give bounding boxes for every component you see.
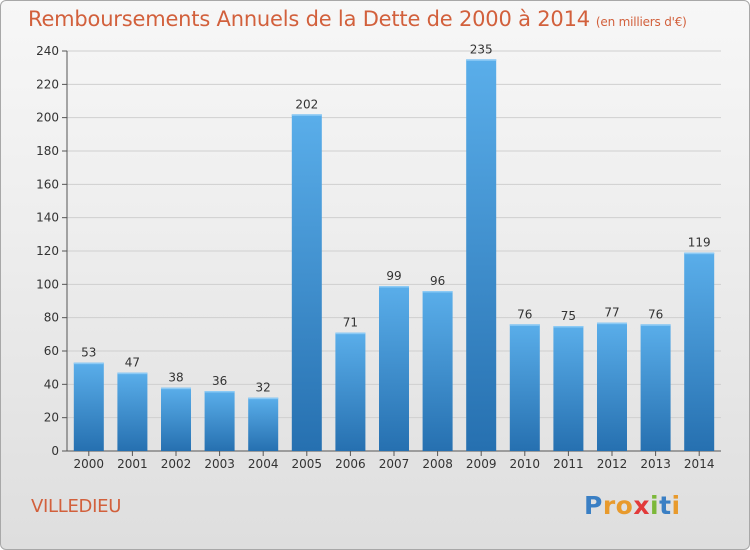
bar-2014 bbox=[684, 252, 715, 451]
y-tick-label: 240 bbox=[36, 44, 59, 58]
data-label: 75 bbox=[561, 309, 576, 323]
bar-2000 bbox=[73, 362, 104, 451]
bar-top-edge bbox=[597, 322, 627, 325]
data-label: 235 bbox=[470, 42, 493, 56]
x-tick-label: 2003 bbox=[204, 457, 235, 471]
chart-title-text: Remboursements Annuels de la Dette de 20… bbox=[28, 7, 590, 31]
data-label: 53 bbox=[81, 346, 96, 360]
logo-letter: o bbox=[615, 491, 634, 520]
x-tick-label: 2000 bbox=[74, 457, 105, 471]
x-tick-label: 2002 bbox=[161, 457, 192, 471]
bar-top-edge bbox=[684, 252, 715, 255]
y-tick-label: 80 bbox=[44, 311, 59, 325]
bar-2007 bbox=[379, 286, 409, 451]
y-tick-label: 40 bbox=[44, 377, 59, 391]
data-label: 99 bbox=[386, 269, 401, 283]
bars bbox=[73, 59, 715, 451]
data-label: 96 bbox=[430, 274, 445, 288]
bar-2004 bbox=[248, 397, 279, 451]
logo-letter: P bbox=[584, 491, 603, 520]
y-tick-label: 60 bbox=[44, 344, 59, 358]
axes: 0 20 40 60 80 100 120 140 160 180 200 220 240 2000 200… bbox=[36, 44, 721, 471]
bar-2010 bbox=[509, 324, 540, 451]
y-tick-label: 20 bbox=[44, 411, 59, 425]
bar-top-edge bbox=[509, 324, 540, 326]
chart-unit: (en milliers d'€) bbox=[595, 15, 687, 29]
data-label: 36 bbox=[212, 374, 227, 388]
bar-2002 bbox=[161, 387, 191, 451]
bar-top-edge bbox=[248, 397, 279, 400]
bar-2003 bbox=[204, 391, 235, 451]
y-tick-label: 200 bbox=[36, 111, 59, 125]
data-label: 119 bbox=[688, 236, 711, 250]
bar-top-edge bbox=[117, 372, 148, 375]
y-tick-label: 100 bbox=[36, 277, 59, 291]
x-tick-label: 2005 bbox=[292, 457, 323, 471]
logo-letter: r bbox=[602, 491, 616, 520]
x-tick-label: 2001 bbox=[117, 457, 148, 471]
bar-2001 bbox=[117, 372, 148, 451]
data-label: 76 bbox=[517, 307, 532, 321]
x-tick-label: 2004 bbox=[248, 457, 279, 471]
y-tick-label: 0 bbox=[51, 444, 59, 458]
bar-top-edge bbox=[73, 362, 104, 365]
logo-letter: x bbox=[633, 491, 650, 520]
bar-top-edge bbox=[161, 387, 191, 390]
y-tick-label: 220 bbox=[36, 77, 59, 91]
bar-top-edge bbox=[422, 291, 453, 293]
bar-top-edge bbox=[291, 114, 322, 116]
bar-top-edge bbox=[466, 59, 497, 61]
data-label: 71 bbox=[343, 316, 358, 330]
data-label: 38 bbox=[168, 371, 183, 385]
bar-top-edge bbox=[553, 326, 584, 328]
logo-letter: t bbox=[659, 491, 672, 520]
data-label: 47 bbox=[125, 356, 140, 370]
x-tick-label: 2010 bbox=[510, 457, 541, 471]
bar-2009 bbox=[466, 59, 497, 451]
data-label: 202 bbox=[295, 97, 318, 111]
logo-letter: i bbox=[671, 491, 681, 520]
x-tick-label: 2014 bbox=[684, 457, 715, 471]
x-tick-label: 2009 bbox=[466, 457, 497, 471]
x-tick-label: 2008 bbox=[422, 457, 453, 471]
logo-letter: i bbox=[650, 491, 660, 520]
labels: 53 47 38 36 32 202 71 99 96 235 76 75 77 76 119 bbox=[81, 42, 710, 394]
bar-2006 bbox=[335, 332, 366, 451]
bar-2011 bbox=[553, 326, 584, 451]
chart-title: Remboursements Annuels de la Dette de 20… bbox=[28, 7, 687, 31]
data-label: 77 bbox=[604, 306, 619, 320]
bar-top-edge bbox=[204, 391, 235, 393]
bar-top-edge bbox=[335, 332, 366, 335]
bar-2008 bbox=[422, 291, 453, 451]
x-tick-label: 2011 bbox=[553, 457, 584, 471]
y-tick-label: 140 bbox=[36, 211, 59, 225]
bar-2012 bbox=[597, 322, 627, 451]
bar-top-edge bbox=[640, 324, 671, 326]
y-tick-label: 180 bbox=[36, 144, 59, 158]
y-tick-label: 120 bbox=[36, 244, 59, 258]
data-label: 32 bbox=[256, 381, 271, 395]
proxiti-logo: Proxiti bbox=[584, 491, 681, 520]
y-tick-label: 160 bbox=[36, 177, 59, 191]
commune-name: VILLEDIEU bbox=[31, 496, 122, 517]
bar-2005 bbox=[291, 114, 322, 451]
x-tick-label: 2012 bbox=[597, 457, 628, 471]
x-tick-label: 2006 bbox=[335, 457, 366, 471]
bar-top-edge bbox=[379, 286, 409, 288]
x-tick-label: 2007 bbox=[379, 457, 410, 471]
bar-2013 bbox=[640, 324, 671, 451]
data-label: 76 bbox=[648, 307, 663, 321]
x-tick-label: 2013 bbox=[640, 457, 671, 471]
